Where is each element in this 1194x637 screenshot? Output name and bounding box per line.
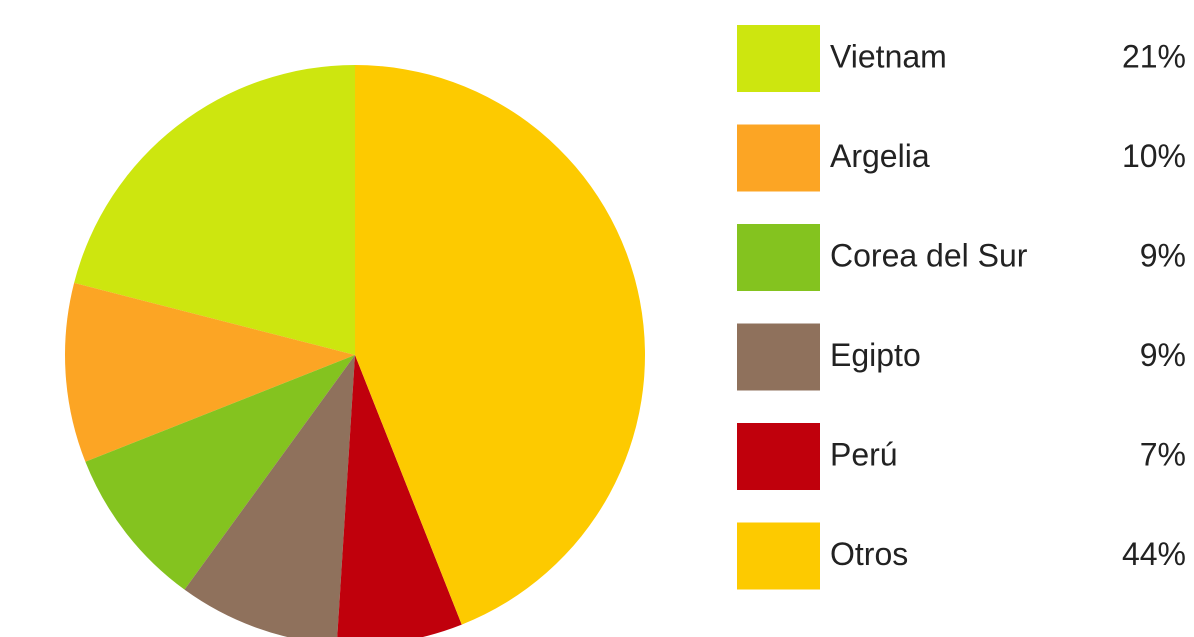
pie-slice: [355, 65, 646, 625]
legend-label: Otros: [830, 536, 908, 572]
legend-value: 10%: [1122, 138, 1186, 174]
legend-label: Egipto: [830, 337, 921, 373]
pie-slice: [85, 355, 356, 590]
legend-value: 9%: [1140, 237, 1186, 273]
legend-value: 21%: [1122, 38, 1186, 74]
pie-slice: [337, 355, 462, 637]
legend-label: Vietnam: [830, 38, 947, 74]
legend-swatch: [737, 25, 820, 92]
legend-swatch: [737, 522, 820, 590]
legend-label: Corea del Sur: [830, 237, 1028, 273]
pie-slice: [64, 282, 355, 462]
legend-label: Perú: [830, 436, 898, 472]
legend-swatch: [737, 323, 820, 391]
legend-value: 7%: [1140, 436, 1186, 472]
legend-swatch: [737, 423, 820, 490]
pie-slice: [74, 65, 355, 355]
legend-value: 9%: [1140, 337, 1186, 373]
pie-slice: [184, 355, 355, 637]
legend-swatch: [737, 224, 820, 291]
legend-value: 44%: [1122, 536, 1186, 572]
legend-swatch: [737, 124, 820, 192]
legend-label: Argelia: [830, 138, 930, 174]
